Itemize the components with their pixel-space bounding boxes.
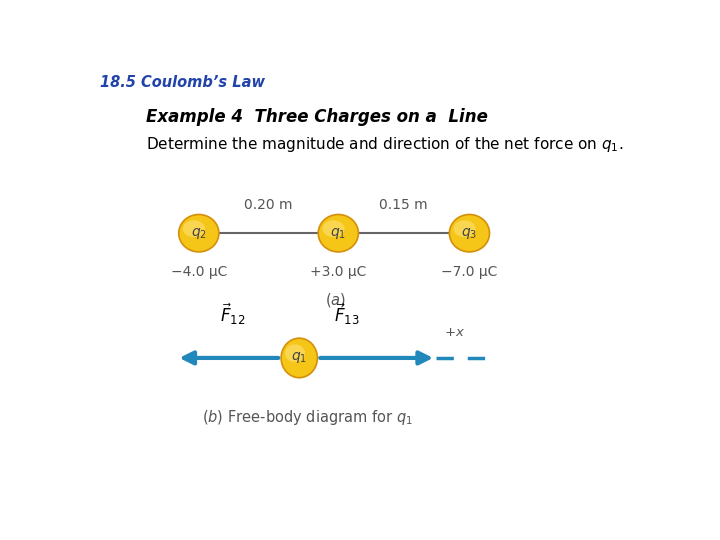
Text: $+x$: $+x$ xyxy=(444,326,465,339)
Text: 0.15 m: 0.15 m xyxy=(379,198,428,212)
Ellipse shape xyxy=(454,220,476,237)
Text: −7.0 μC: −7.0 μC xyxy=(441,265,498,279)
Ellipse shape xyxy=(285,345,305,362)
Ellipse shape xyxy=(318,214,359,252)
Text: $q_{1}$: $q_{1}$ xyxy=(330,226,346,241)
Text: $q_{3}$: $q_{3}$ xyxy=(462,226,477,241)
Text: −4.0 μC: −4.0 μC xyxy=(171,265,227,279)
Ellipse shape xyxy=(323,220,345,237)
Text: Determine the magnitude and direction of the net force on $q_1$.: Determine the magnitude and direction of… xyxy=(145,134,624,154)
Text: 18.5 Coulomb’s Law: 18.5 Coulomb’s Law xyxy=(100,75,265,90)
Text: $\vec{F}_{12}$: $\vec{F}_{12}$ xyxy=(220,301,245,327)
Text: Example 4  Three Charges on a  Line: Example 4 Three Charges on a Line xyxy=(145,109,487,126)
Text: $\vec{F}_{13}$: $\vec{F}_{13}$ xyxy=(334,301,359,327)
Ellipse shape xyxy=(183,220,205,237)
Text: $q_{1}$: $q_{1}$ xyxy=(291,350,307,366)
Text: 0.20 m: 0.20 m xyxy=(244,198,293,212)
Text: $(b)$ Free-body diagram for $q_1$: $(b)$ Free-body diagram for $q_1$ xyxy=(202,408,413,427)
Text: +3.0 μC: +3.0 μC xyxy=(310,265,366,279)
Text: $q_{2}$: $q_{2}$ xyxy=(191,226,207,241)
Ellipse shape xyxy=(281,338,318,377)
Ellipse shape xyxy=(179,214,219,252)
Ellipse shape xyxy=(449,214,490,252)
Text: $(a)$: $(a)$ xyxy=(325,292,346,309)
